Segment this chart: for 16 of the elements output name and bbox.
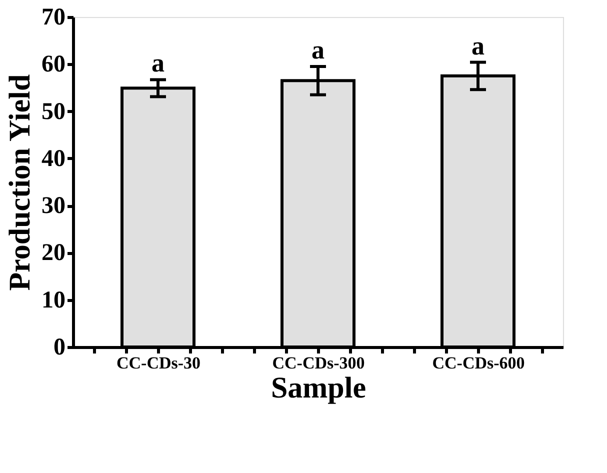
y-tick-label: 60 [42, 52, 66, 78]
annotation: a [152, 48, 164, 78]
y-tick-label: 0 [54, 334, 66, 360]
y-tick-label: 40 [42, 146, 66, 172]
y-tick-label: 30 [42, 193, 66, 220]
y-tick-label: 70 [42, 4, 66, 30]
x-axis-title: Sample [270, 372, 366, 404]
x-tick-label: CC-CDs-30 [116, 354, 201, 372]
y-axis-title: Production Yield [4, 74, 36, 291]
y-tick-label: 10 [42, 287, 66, 314]
annotation: a [472, 31, 484, 60]
x-tick-label: CC-CDs-600 [432, 354, 525, 372]
y-tick-label: 20 [42, 240, 66, 266]
x-tick-label: CC-CDs-300 [272, 354, 365, 372]
y-tick-label: 50 [42, 98, 66, 125]
annotation: a [312, 36, 324, 64]
